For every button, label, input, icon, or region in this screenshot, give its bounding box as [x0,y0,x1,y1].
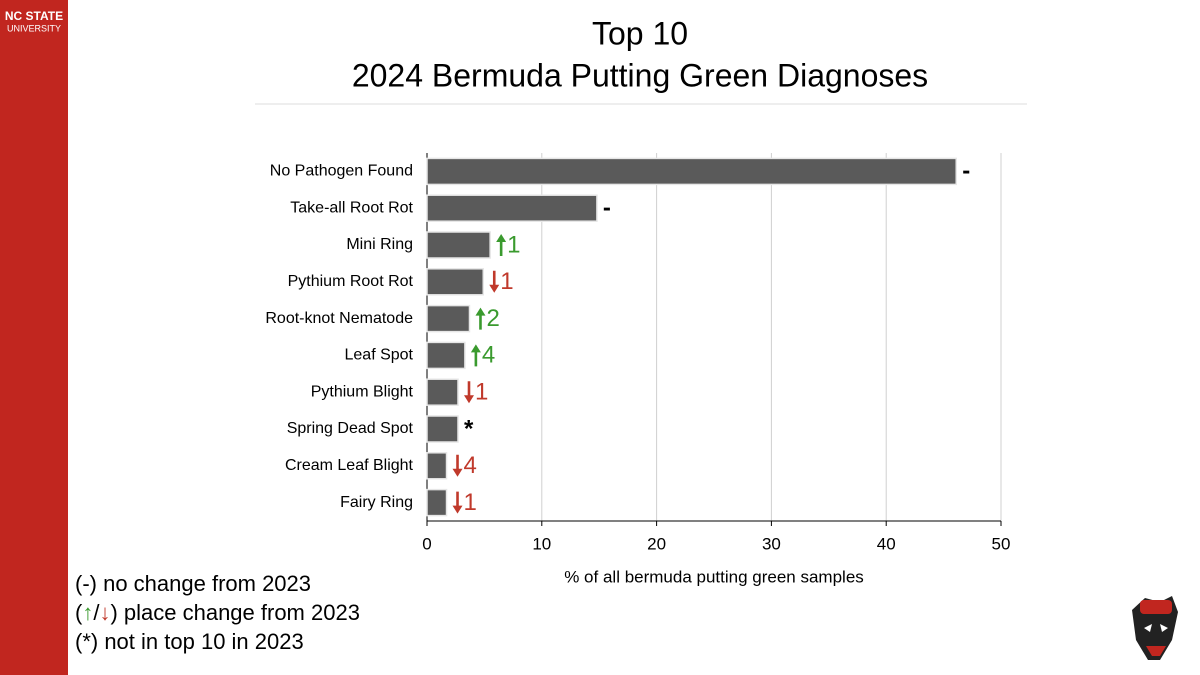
rank-change: 1 [475,379,488,406]
bar [426,304,471,333]
change-arrow [463,381,474,404]
mascot-logo [1132,596,1178,660]
x-tick-label: 30 [762,534,781,553]
sidebar [0,0,68,675]
x-tick-label: 40 [877,534,896,553]
legend-text: ( [75,600,83,625]
rank-change: 2 [486,305,499,332]
legend-note: (-) no change from 2023 [75,571,311,596]
change-arrow [496,234,507,256]
chart-title: 2024 Bermuda Putting Green Diagnoses [352,57,928,93]
change-arrow [452,491,463,514]
change-arrow [470,344,481,367]
bar [426,231,491,259]
y-tick-label: Pythium Root Rot [288,273,414,290]
y-tick-label: Spring Dead Spot [287,420,414,437]
rank-change: - [962,158,970,185]
rank-change: - [603,195,611,222]
legend-text: (*) not in top 10 in 2023 [75,629,304,654]
bar [426,341,466,370]
legend-note: (*) not in top 10 in 2023 [75,629,304,654]
rank-change: * [464,415,474,442]
legend-text: / [93,600,100,625]
y-tick-label: Root-knot Nematode [265,310,413,327]
y-tick-label: Pythium Blight [311,383,414,400]
y-tick-label: No Pathogen Found [270,163,413,180]
bar [426,488,448,517]
y-tick-label: Take-all Root Rot [290,199,413,216]
brand-name: NC STATE [5,9,63,23]
change-arrow [452,454,463,477]
change-arrow [489,270,500,293]
brand-subname: UNIVERSITY [7,23,61,33]
rank-change: 1 [500,268,513,295]
legend-text: ) place change from 2023 [110,600,360,625]
y-tick-label: Leaf Spot [345,347,414,364]
bar [426,157,957,186]
rank-change: 1 [464,489,477,516]
y-tick-label: Mini Ring [346,236,413,253]
x-tick-label: 10 [532,534,551,553]
x-tick-label: 50 [992,534,1011,553]
bar [426,378,459,406]
bar [426,194,598,222]
legend-note: (↑/↓) place change from 2023 [75,600,360,625]
x-axis-label: % of all bermuda putting green samples [564,567,864,586]
bar [426,268,485,296]
chart-title: Top 10 [592,15,688,51]
x-tick-label: 0 [422,534,431,553]
legend-text: (-) no change from 2023 [75,571,311,596]
rank-change: 4 [482,342,495,369]
bar [426,452,448,480]
y-tick-label: Fairy Ring [340,494,413,511]
bar [426,415,459,443]
y-tick-label: Cream Leaf Blight [285,457,414,474]
change-arrow [475,307,486,330]
legend-text: ↑ [82,600,93,625]
rank-change: 1 [507,231,520,258]
rank-change: 4 [464,452,477,479]
x-tick-label: 20 [647,534,666,553]
legend-text: ↓ [99,600,110,625]
